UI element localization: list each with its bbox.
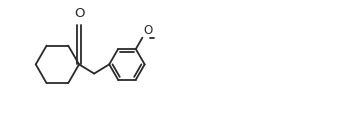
Text: O: O <box>74 7 84 20</box>
Text: O: O <box>143 24 152 37</box>
